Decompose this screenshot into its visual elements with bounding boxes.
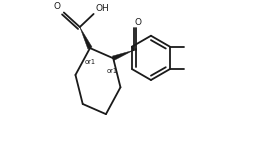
Text: or1: or1 xyxy=(106,68,117,74)
Text: OH: OH xyxy=(95,4,109,13)
Polygon shape xyxy=(80,27,92,49)
Polygon shape xyxy=(112,50,134,60)
Text: O: O xyxy=(53,2,60,11)
Text: or1: or1 xyxy=(85,59,96,65)
Text: O: O xyxy=(135,18,142,27)
